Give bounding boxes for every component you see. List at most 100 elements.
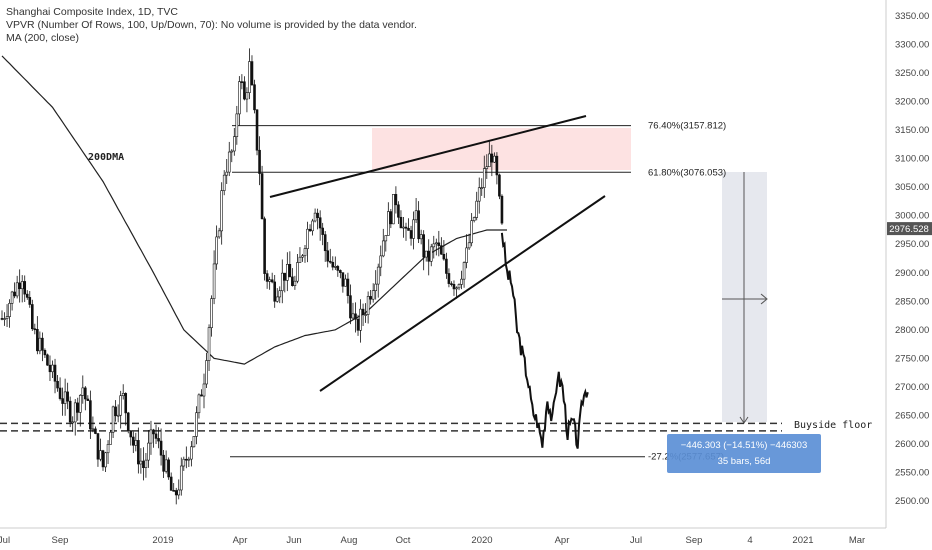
candle-body xyxy=(361,308,365,315)
candle-body xyxy=(5,316,9,319)
candle-body xyxy=(132,436,135,446)
candle-body xyxy=(493,155,496,163)
y-tick-label: 2650.00 xyxy=(895,410,929,421)
candle-body xyxy=(455,287,458,290)
candle-body xyxy=(81,387,85,396)
candle-body xyxy=(424,250,428,258)
candle-body xyxy=(43,349,47,356)
y-tick-label: 2800.00 xyxy=(895,325,929,336)
candle-body xyxy=(51,364,54,373)
candle-body xyxy=(41,337,44,351)
legend-ma[interactable]: MA (200, close) xyxy=(6,32,79,44)
candle-body xyxy=(472,217,476,221)
candle-body xyxy=(20,281,24,290)
candle-body xyxy=(258,149,261,174)
candle-body xyxy=(48,364,52,373)
candle-body xyxy=(124,393,128,414)
measure-tooltip[interactable] xyxy=(667,434,821,473)
candle-body xyxy=(177,489,181,496)
candle-body xyxy=(195,412,198,437)
candle-body xyxy=(414,210,418,221)
candle-body xyxy=(121,393,125,396)
candle-body xyxy=(126,412,130,431)
candle-body xyxy=(465,247,468,263)
price-projection-line[interactable] xyxy=(500,232,589,449)
ma-200-line[interactable] xyxy=(1,55,507,365)
candle-body xyxy=(389,211,393,225)
x-tick-label: Sep xyxy=(686,535,703,546)
candle-body xyxy=(498,174,501,197)
candle-body xyxy=(227,151,231,173)
lower-trendline[interactable] xyxy=(319,195,606,392)
upper-trendline[interactable] xyxy=(269,115,587,198)
candle-body xyxy=(217,230,221,238)
y-tick-label: 3200.00 xyxy=(895,97,929,108)
y-tick-label: 3100.00 xyxy=(895,154,929,165)
candle-body xyxy=(296,262,299,282)
x-axis[interactable]: Jul Sep 2019 Apr Jun Aug Oct 2020 Apr Jul Sep 4 2021… xyxy=(0,535,865,546)
y-tick-label: 2950.00 xyxy=(895,239,929,250)
measure-arrow-right-icon xyxy=(760,293,768,305)
candle-body xyxy=(263,218,266,274)
candle-body xyxy=(341,272,345,287)
candle-body xyxy=(104,452,107,468)
candle-body xyxy=(336,266,340,271)
y-tick-label: 2700.00 xyxy=(895,382,929,393)
x-tick-label: Aug xyxy=(341,535,358,546)
fib-61-label: 61.80%(3076.053) xyxy=(648,167,726,178)
candle-body xyxy=(366,296,370,315)
x-tick-label: 2019 xyxy=(152,535,173,546)
candle-body xyxy=(91,428,95,431)
candle-body xyxy=(298,256,302,263)
candle-body xyxy=(417,210,420,240)
candle-body xyxy=(427,250,431,262)
candle-body xyxy=(157,438,160,442)
candle-body xyxy=(33,328,37,331)
candle-body xyxy=(437,242,441,246)
candle-body xyxy=(402,226,405,229)
candle-body xyxy=(137,440,140,465)
y-tick-label: 3300.00 xyxy=(895,40,929,51)
candle-body xyxy=(238,81,241,115)
candle-body xyxy=(344,278,347,287)
candle-body xyxy=(101,450,105,468)
candle-body xyxy=(243,81,246,100)
candle-body xyxy=(419,234,423,240)
candle-body xyxy=(149,429,153,444)
candle-body xyxy=(475,200,479,218)
legend-title[interactable]: Shanghai Composite Index, 1D, TVC xyxy=(6,6,178,18)
candle-body xyxy=(488,153,491,168)
candle-body xyxy=(56,380,59,389)
candle-body xyxy=(111,406,115,433)
candle-body xyxy=(293,280,297,286)
candle-body xyxy=(240,81,244,83)
x-tick-label: Oct xyxy=(396,535,411,546)
legend-vpvr[interactable]: VPVR (Number Of Rows, 100, Up/Down, 70):… xyxy=(6,19,417,31)
candle-body xyxy=(351,313,355,319)
candle-body xyxy=(280,272,284,292)
x-tick-label: Jul xyxy=(630,535,642,546)
candle-body xyxy=(331,261,335,268)
candle-body xyxy=(190,446,193,460)
x-tick-label: 2021 xyxy=(792,535,813,546)
y-tick-label: 2550.00 xyxy=(895,467,929,478)
candle-body xyxy=(8,303,11,317)
candle-body xyxy=(270,279,274,283)
current-price-value: 2976.528 xyxy=(889,224,929,235)
candle-body xyxy=(462,262,466,280)
candle-body xyxy=(220,190,223,232)
y-axis[interactable]: 2500.00 2550.00 2600.00 2650.00 2700.00 2750.… xyxy=(895,11,929,507)
candle-body xyxy=(233,136,236,152)
candle-body xyxy=(179,465,183,491)
candle-body xyxy=(278,290,282,298)
candle-body xyxy=(109,431,112,445)
supply-zone[interactable] xyxy=(372,128,631,170)
candle-body xyxy=(447,273,451,284)
candles[interactable] xyxy=(0,48,504,505)
candle-body xyxy=(286,264,289,281)
candle-body xyxy=(197,394,201,414)
candle-body xyxy=(392,194,395,225)
candle-body xyxy=(349,295,352,319)
candle-body xyxy=(58,387,62,399)
